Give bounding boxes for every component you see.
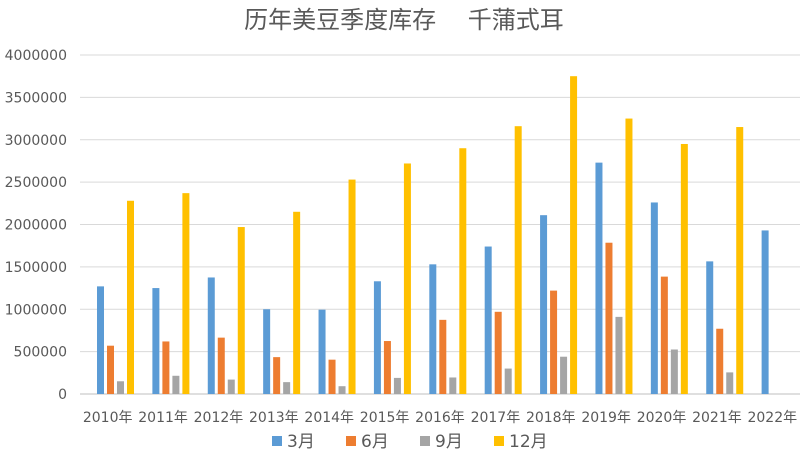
bar <box>484 246 492 394</box>
bar <box>570 76 578 394</box>
bar <box>761 230 769 394</box>
bar <box>217 337 225 394</box>
legend-swatch <box>272 436 282 446</box>
bar <box>182 193 190 394</box>
bar <box>263 309 271 394</box>
bar <box>328 359 336 394</box>
bar <box>429 264 437 394</box>
y-tick-label: 2500000 <box>5 175 67 191</box>
legend-swatch <box>420 436 430 446</box>
legend-label: 9月 <box>435 432 463 452</box>
bar <box>494 311 502 394</box>
bar <box>716 328 724 394</box>
bar <box>504 368 512 394</box>
y-tick-label: 500000 <box>14 345 67 361</box>
bar <box>560 356 568 394</box>
bar <box>273 357 281 394</box>
bar <box>550 290 558 394</box>
y-axis: 0 500000 1000000 1500000 2000000 2500000 30000… <box>5 48 67 403</box>
x-tick-label: 2022年 <box>747 410 797 426</box>
legend-swatch <box>494 436 504 446</box>
bar <box>706 261 714 394</box>
legend-label: 12月 <box>509 432 548 452</box>
y-tick-label: 1000000 <box>5 302 67 318</box>
x-tick-label: 2021年 <box>692 410 742 426</box>
x-tick-label: 2020年 <box>637 410 687 426</box>
bar <box>670 349 678 394</box>
bar <box>439 319 447 394</box>
legend-swatch <box>346 436 356 446</box>
x-tick-label: 2012年 <box>194 410 244 426</box>
bar <box>227 379 235 394</box>
bar <box>736 127 744 394</box>
bar <box>107 345 114 394</box>
x-tick-label: 2011年 <box>138 410 188 426</box>
bar <box>625 118 633 394</box>
bar <box>459 148 467 394</box>
bar <box>660 276 668 394</box>
legend: 3月 6月 9月 12月 <box>272 432 548 452</box>
bar <box>514 126 522 394</box>
legend-label: 3月 <box>287 432 315 452</box>
y-tick-label: 1500000 <box>5 260 67 276</box>
bar <box>283 382 291 394</box>
x-tick-label: 2014年 <box>304 410 354 426</box>
x-tick-label: 2016年 <box>415 410 465 426</box>
bar <box>97 286 104 394</box>
bar <box>680 143 688 394</box>
bar <box>383 341 391 394</box>
x-tick-label: 2017年 <box>471 410 521 426</box>
y-tick-label: 2000000 <box>5 218 67 234</box>
y-tick-label: 3500000 <box>5 90 67 106</box>
chart-title: 历年美豆季度库存 千蒲式耳 <box>244 6 564 34</box>
bar <box>338 386 346 394</box>
bar <box>540 215 548 394</box>
bar <box>172 375 180 394</box>
bar <box>605 242 613 394</box>
x-tick-label: 2010年 <box>83 410 133 426</box>
bar <box>237 227 245 394</box>
gridlines <box>80 54 800 395</box>
bars <box>97 76 769 394</box>
bar <box>152 288 160 394</box>
bar <box>293 211 301 394</box>
x-tick-label: 2015年 <box>360 410 410 426</box>
y-tick-label: 3000000 <box>5 133 67 149</box>
bar <box>403 163 411 394</box>
x-axis: 2010年 2011年 2012年 2013年 2014年 2015年 2016年 2017年… <box>83 410 797 426</box>
bar <box>373 281 381 394</box>
bar <box>207 277 215 394</box>
bar <box>318 309 326 394</box>
bar <box>393 377 401 394</box>
y-tick-label: 4000000 <box>5 48 67 64</box>
x-tick-label: 2019年 <box>581 410 631 426</box>
bar <box>726 372 734 394</box>
bar <box>615 316 623 394</box>
bar <box>449 377 457 394</box>
bar <box>595 162 603 394</box>
legend-label: 6月 <box>361 432 389 452</box>
y-tick-label: 0 <box>58 387 67 403</box>
bar <box>117 381 124 394</box>
bar <box>162 341 170 394</box>
bar <box>127 200 134 394</box>
bar <box>650 202 658 394</box>
x-tick-label: 2018年 <box>526 410 576 426</box>
bar <box>348 179 356 394</box>
x-tick-label: 2013年 <box>249 410 299 426</box>
